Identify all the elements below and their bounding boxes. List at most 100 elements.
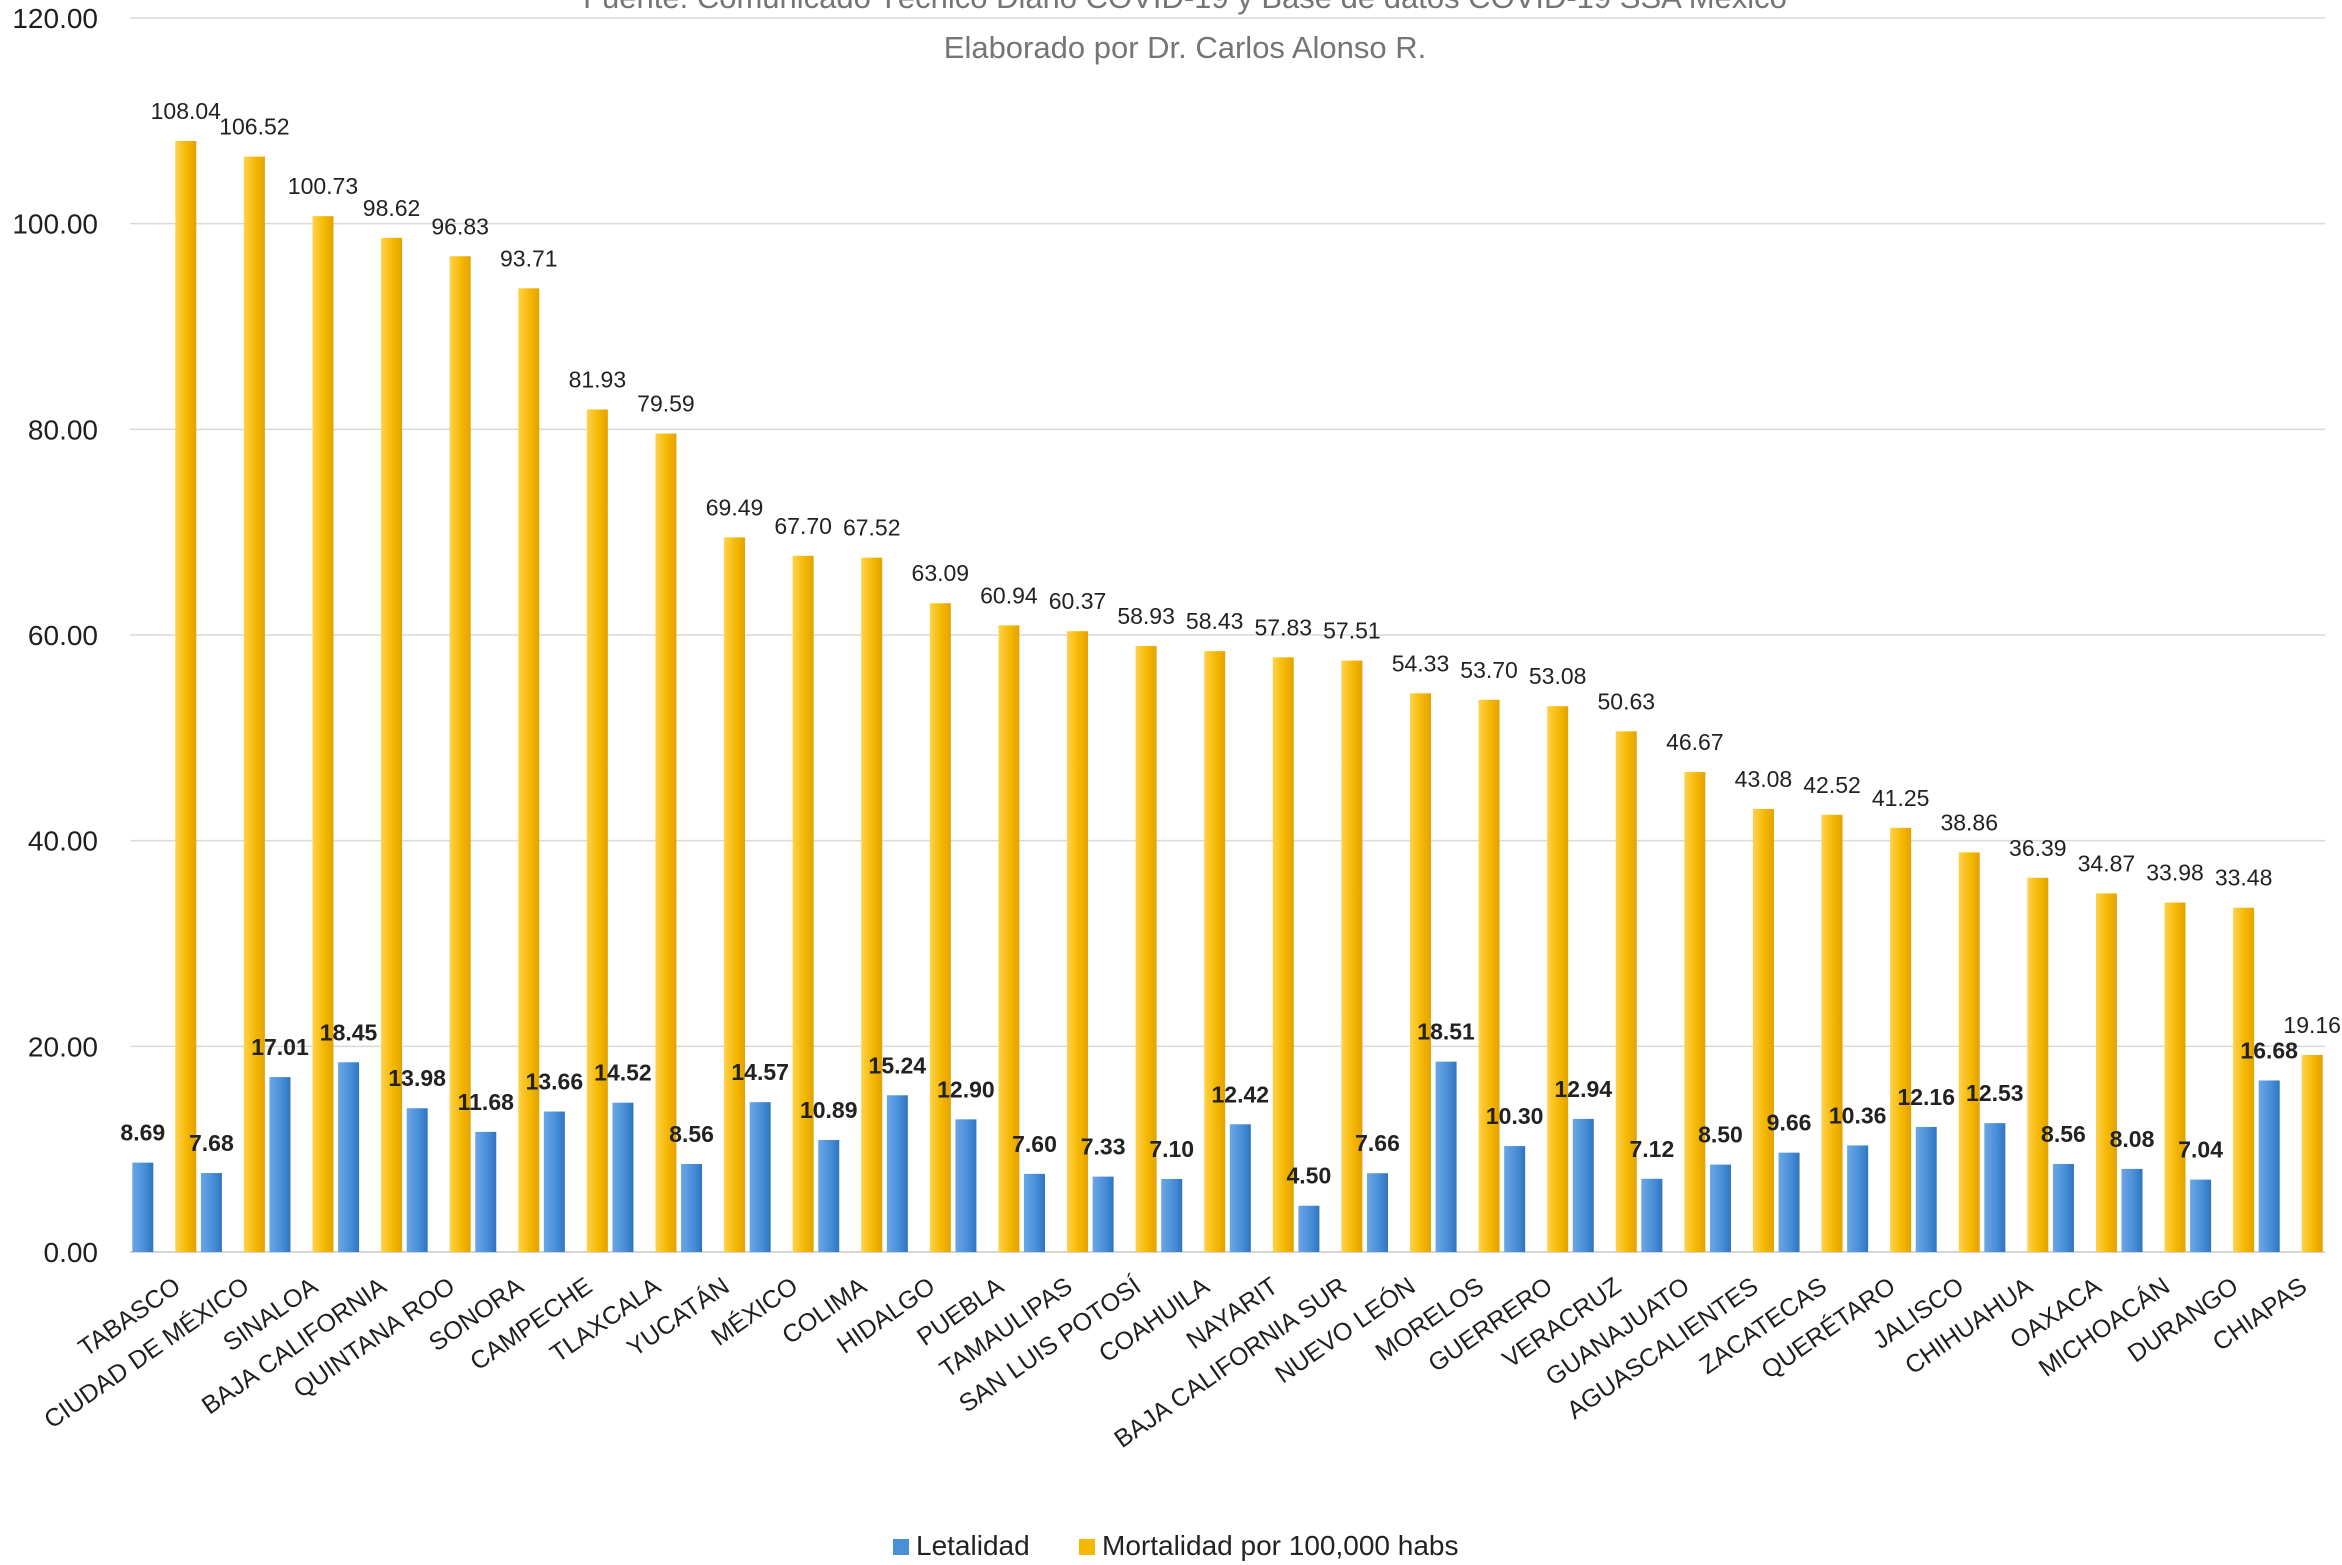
bar-mortalidad: [1684, 772, 1706, 1252]
bar-letalidad: [200, 1173, 222, 1252]
data-label-letalidad: 12.53: [1966, 1080, 2024, 1106]
bar-mortalidad: [1272, 657, 1294, 1252]
data-label-letalidad: 14.52: [594, 1060, 652, 1086]
bar-letalidad: [543, 1111, 565, 1252]
bar-mortalidad: [175, 140, 197, 1253]
data-label-mortalidad: 19.16: [2283, 1012, 2341, 1038]
data-label-letalidad: 12.94: [1554, 1076, 1612, 1102]
bar-letalidad: [612, 1102, 634, 1252]
y-tick-label: 80.00: [28, 414, 98, 445]
bar-mortalidad: [861, 557, 883, 1252]
bar-letalidad: [1847, 1145, 1869, 1252]
bar-letalidad: [269, 1077, 291, 1252]
bar-mortalidad: [2164, 902, 2186, 1252]
data-label-letalidad: 7.66: [1355, 1130, 1400, 1156]
bar-mortalidad: [312, 216, 334, 1253]
data-label-letalidad: 10.36: [1829, 1102, 1887, 1128]
data-label-mortalidad: 67.70: [774, 513, 832, 539]
data-label-letalidad: 12.16: [1897, 1084, 1955, 1110]
data-label-mortalidad: 63.09: [912, 560, 970, 586]
data-label-mortalidad: 54.33: [1392, 650, 1450, 676]
bar-mortalidad: [2301, 1054, 2323, 1252]
bar-letalidad: [749, 1102, 771, 1252]
legend-label-letalidad: Letalidad: [916, 1530, 1030, 1561]
bar-mortalidad: [1890, 827, 1912, 1252]
data-label-mortalidad: 33.98: [2146, 860, 2204, 886]
data-label-mortalidad: 43.08: [1735, 766, 1793, 792]
bar-letalidad: [1572, 1118, 1594, 1252]
data-label-mortalidad: 100.73: [288, 173, 358, 199]
bar-letalidad: [1915, 1126, 1937, 1252]
data-label-mortalidad: 57.51: [1323, 618, 1381, 644]
y-tick-label: 40.00: [28, 826, 98, 857]
data-label-letalidad: 14.57: [731, 1059, 789, 1085]
bar-mortalidad: [2095, 893, 2117, 1252]
data-label-mortalidad: 69.49: [706, 494, 764, 520]
data-label-letalidad: 13.98: [388, 1065, 446, 1091]
bar-mortalidad: [2233, 907, 2255, 1252]
bar-letalidad: [1641, 1178, 1663, 1252]
subtitle-line: Elaborado por Dr. Carlos Alonso R.: [944, 30, 1426, 65]
y-tick-label: 60.00: [28, 620, 98, 651]
data-label-letalidad: 11.68: [458, 1089, 514, 1115]
data-label-letalidad: 12.42: [1212, 1081, 1270, 1107]
data-label-letalidad: 8.08: [2110, 1126, 2155, 1152]
legend-swatch-mortalidad: [1079, 1539, 1095, 1555]
data-label-mortalidad: 50.63: [1597, 688, 1655, 714]
bar-letalidad: [1229, 1124, 1251, 1252]
bar-mortalidad: [1478, 699, 1500, 1252]
data-label-mortalidad: 36.39: [2009, 835, 2067, 861]
bar-letalidad: [2258, 1080, 2280, 1252]
data-label-letalidad: 8.56: [669, 1121, 714, 1147]
data-label-letalidad: 16.68: [2240, 1037, 2298, 1063]
bar-mortalidad: [1958, 852, 1980, 1252]
data-label-mortalidad: 60.94: [980, 582, 1038, 608]
gridlines: [130, 17, 2325, 1253]
data-label-letalidad: 10.30: [1486, 1103, 1544, 1129]
data-label-mortalidad: 81.93: [569, 366, 627, 392]
bar-letalidad: [1709, 1164, 1731, 1252]
data-labels: 8.69 108.04 7.68 106.52 17.01 100.73 18.45 98.6…: [120, 98, 2341, 1189]
legend: Letalidad Mortalidad por 100,000 habs: [893, 1530, 1458, 1561]
bar-letalidad: [1024, 1173, 1046, 1252]
bar-letalidad: [1435, 1061, 1457, 1252]
bar-mortalidad: [243, 156, 265, 1252]
y-tick-label: 100.00: [12, 209, 98, 240]
y-tick-label: 120.00: [12, 3, 98, 34]
data-label-letalidad: 13.66: [526, 1069, 584, 1095]
data-label-mortalidad: 93.71: [500, 245, 558, 271]
bar-mortalidad: [518, 288, 540, 1252]
data-label-letalidad: 17.01: [251, 1034, 309, 1060]
data-label-mortalidad: 67.52: [843, 515, 901, 541]
data-label-letalidad: 10.89: [800, 1097, 858, 1123]
bar-mortalidad: [1547, 706, 1569, 1252]
bar-letalidad: [1984, 1123, 2006, 1252]
data-label-letalidad: 7.12: [1629, 1136, 1674, 1162]
bar-mortalidad: [1204, 651, 1226, 1252]
bar-letalidad: [2052, 1163, 2074, 1252]
bar-mortalidad: [724, 537, 746, 1252]
data-label-letalidad: 8.69: [120, 1120, 165, 1146]
data-label-letalidad: 18.45: [320, 1019, 378, 1045]
bar-mortalidad: [1135, 646, 1157, 1252]
bar-letalidad: [886, 1095, 908, 1252]
bar-letalidad: [1298, 1205, 1320, 1252]
data-label-letalidad: 9.66: [1767, 1110, 1812, 1136]
bar-letalidad: [338, 1062, 360, 1252]
data-label-mortalidad: 53.70: [1460, 657, 1518, 683]
data-label-mortalidad: 42.52: [1803, 772, 1861, 798]
data-label-mortalidad: 57.83: [1255, 614, 1313, 640]
data-label-mortalidad: 106.52: [219, 114, 289, 140]
data-label-letalidad: 12.90: [937, 1076, 995, 1102]
bar-mortalidad: [1341, 660, 1363, 1252]
data-label-mortalidad: 58.93: [1117, 603, 1175, 629]
bar-mortalidad: [1409, 693, 1431, 1252]
bar-mortalidad: [655, 433, 677, 1252]
bar-letalidad: [955, 1119, 977, 1252]
data-label-mortalidad: 38.86: [1940, 809, 1998, 835]
bar-mortalidad: [1067, 631, 1089, 1252]
data-label-letalidad: 15.24: [869, 1052, 927, 1078]
bar-mortalidad: [381, 237, 403, 1252]
data-label-mortalidad: 46.67: [1666, 729, 1724, 755]
